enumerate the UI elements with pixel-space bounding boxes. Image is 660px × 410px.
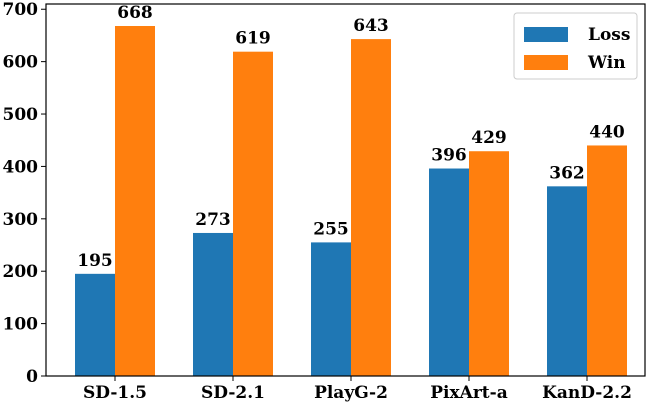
- legend-label-win: Win: [587, 53, 626, 73]
- legend-swatch-loss: [524, 27, 568, 42]
- bar-win-kand-2.2: [587, 145, 627, 376]
- x-tick-label: SD-2.1: [201, 383, 265, 403]
- axes-group: SD-1.5 SD-2.1 PlayG-2 PixArt-a KanD-2.2 0 100 2…: [3, 0, 646, 403]
- data-label-win-sd-1.5: 668: [117, 3, 153, 23]
- data-label-win-pixart-a: 429: [471, 128, 507, 148]
- data-label-loss-sd-2.1: 273: [195, 210, 231, 230]
- data-label-loss-playg-2: 255: [313, 219, 349, 239]
- bar-win-sd-2.1: [233, 51, 273, 377]
- legend-label-loss: Loss: [588, 25, 630, 45]
- x-tick-label: KanD-2.2: [542, 383, 632, 403]
- y-tick-label: 500: [3, 105, 39, 125]
- data-label-loss-sd-1.5: 195: [77, 251, 113, 271]
- y-tick-label: 200: [3, 262, 39, 282]
- bar-win-sd-1.5: [115, 26, 155, 376]
- y-tick-label: 100: [3, 315, 39, 335]
- bar-loss-kand-2.2: [547, 186, 587, 376]
- plot-frame: [45, 3, 646, 377]
- data-label-win-kand-2.2: 440: [589, 122, 625, 142]
- legend: Loss Win: [513, 12, 638, 80]
- data-label-win-playg-2: 643: [353, 16, 389, 36]
- y-tick-label: 600: [3, 53, 39, 73]
- bars-group: [75, 26, 627, 377]
- y-tick-label: 300: [3, 210, 39, 230]
- bar-win-pixart-a: [469, 151, 509, 376]
- y-tick-label: 0: [26, 367, 38, 387]
- x-tick-label: SD-1.5: [83, 383, 147, 403]
- bar-loss-playg-2: [311, 242, 351, 376]
- bar-loss-sd-2.1: [193, 232, 233, 376]
- data-label-win-sd-2.1: 619: [235, 29, 271, 49]
- x-tick-label: PlayG-2: [314, 383, 388, 403]
- bar-loss-pixart-a: [429, 168, 469, 376]
- x-tick-label: PixArt-a: [430, 383, 507, 403]
- data-label-loss-kand-2.2: 362: [549, 163, 585, 183]
- bar-win-playg-2: [351, 39, 391, 377]
- legend-swatch-win: [524, 55, 568, 70]
- y-tick-label: 700: [3, 0, 39, 20]
- data-label-loss-pixart-a: 396: [431, 146, 467, 166]
- y-tick-label: 400: [3, 157, 39, 177]
- bar-loss-sd-1.5: [75, 273, 115, 376]
